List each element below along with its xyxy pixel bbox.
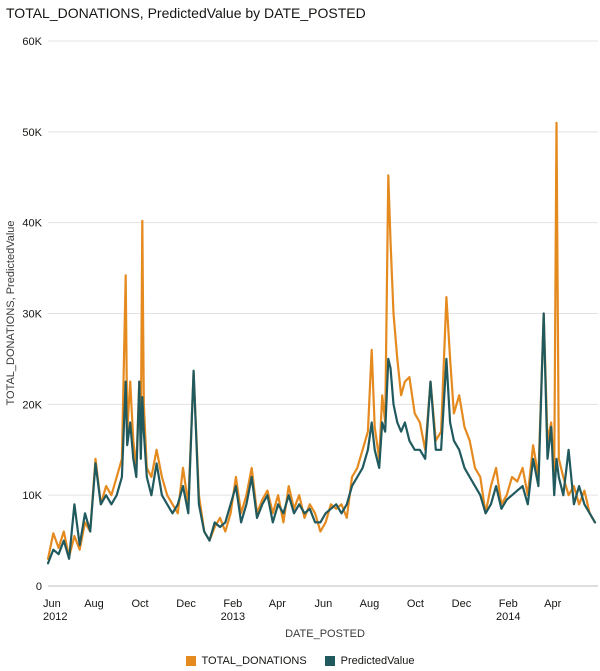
legend-label: PredictedValue (340, 655, 415, 667)
x-tick-year-label: 2013 (221, 611, 245, 623)
x-tick-label: Oct (131, 598, 148, 610)
legend-swatch (185, 656, 196, 666)
y-tick-label: 10K (22, 490, 42, 502)
x-tick-label: Apr (544, 598, 561, 610)
x-tick-label: Apr (269, 598, 286, 610)
x-tick-label: Aug (360, 598, 380, 610)
legend-item[interactable]: TOTAL_DONATIONS (185, 654, 307, 668)
series-line-predictedvalue (46, 312, 597, 565)
y-tick-label: 60K (22, 36, 42, 48)
y-tick-label: 20K (22, 399, 42, 411)
series-layer (46, 121, 597, 565)
x-tick-year-label: 2012 (43, 611, 67, 623)
x-tick-label: Jun (43, 598, 61, 610)
x-tick-label: Feb (223, 598, 242, 610)
y-axis-ticks: 0 10K 20K 30K 40K 50K 60K (22, 36, 42, 593)
legend-swatch (324, 656, 335, 666)
y-tick-label: 50K (22, 127, 42, 139)
x-tick-label: Aug (84, 598, 104, 610)
legend-label: TOTAL_DONATIONS (201, 655, 307, 667)
x-tick-label: Dec (452, 598, 472, 610)
x-tick-label: Oct (407, 598, 424, 610)
x-tick-label: Dec (176, 598, 196, 610)
y-tick-label: 30K (22, 309, 42, 321)
legend-item[interactable]: PredictedValue (324, 654, 415, 668)
legend: TOTAL_DONATIONS PredictedValue (0, 654, 600, 668)
x-tick-label: Feb (499, 598, 518, 610)
chart-title: TOTAL_DONATIONS, PredictedValue by DATE_… (6, 5, 366, 21)
y-axis-title: TOTAL_DONATIONS, PredictedValue (5, 220, 17, 405)
x-tick-year-label: 2014 (496, 611, 520, 623)
x-tick-label: Jun (315, 598, 333, 610)
y-tick-label: 0 (36, 581, 42, 593)
x-axis-title: DATE_POSTED (285, 628, 365, 640)
y-tick-label: 40K (22, 218, 42, 230)
